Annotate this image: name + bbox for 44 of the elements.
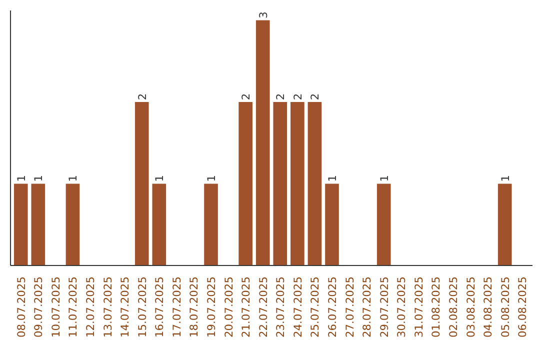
x-tick-label: 25.07.2025 (308, 276, 322, 338)
data-label: 2 (291, 93, 304, 100)
data-label: 1 (32, 175, 46, 182)
x-tick-label: 21.07.2025 (240, 276, 253, 338)
x-tick-label: 24.07.2025 (291, 276, 304, 338)
x-tick-label: 16.07.2025 (153, 276, 166, 338)
x-tick-label: 29.07.2025 (378, 276, 391, 338)
x-tick-label: 31.07.2025 (412, 276, 426, 338)
x-tick-label: 03.08.2025 (464, 276, 478, 338)
data-label: 1 (14, 175, 28, 182)
x-tick-label: 30.07.2025 (395, 276, 408, 338)
x-tick-label: 23.07.2025 (274, 276, 288, 338)
x-tick-label: 18.07.2025 (188, 276, 201, 338)
data-label: 2 (136, 93, 149, 100)
x-tick-label: 26.07.2025 (326, 276, 339, 338)
x-tick-label: 20.07.2025 (222, 276, 236, 338)
data-label: 2 (240, 93, 253, 100)
x-tick-label: 10.07.2025 (49, 276, 62, 338)
x-tick-label: 15.07.2025 (136, 276, 149, 338)
x-tick-label: 08.07.2025 (14, 276, 28, 338)
data-label: 1 (326, 175, 339, 182)
x-tick-label: 05.08.2025 (498, 276, 512, 338)
data-label: 1 (66, 175, 80, 182)
x-tick-label: 27.07.2025 (343, 276, 356, 338)
data-label: 1 (153, 175, 166, 182)
data-label: 1 (378, 175, 391, 182)
data-label: 2 (274, 93, 288, 100)
data-label: 1 (498, 175, 512, 182)
x-tick-label: 19.07.2025 (205, 276, 218, 338)
x-tick-label: 11.07.2025 (66, 276, 80, 338)
x-tick-label: 28.07.2025 (360, 276, 374, 338)
x-tick-label: 22.07.2025 (256, 276, 270, 338)
x-tick-label: 13.07.2025 (101, 276, 114, 338)
x-tick-label: 14.07.2025 (118, 276, 132, 338)
data-label: 1 (205, 175, 218, 182)
data-label: 2 (308, 93, 322, 100)
data-label: 3 (256, 12, 270, 18)
x-tick-label: 17.07.2025 (170, 276, 184, 338)
x-tick-label: 04.08.2025 (482, 276, 495, 338)
x-tick-label: 06.08.2025 (516, 276, 530, 338)
x-tick-label: 12.07.2025 (84, 276, 98, 338)
x-tick-label: 01.08.2025 (430, 276, 443, 338)
x-tick-label: 09.07.2025 (32, 276, 46, 338)
x-tick-label: 02.08.2025 (446, 276, 460, 338)
